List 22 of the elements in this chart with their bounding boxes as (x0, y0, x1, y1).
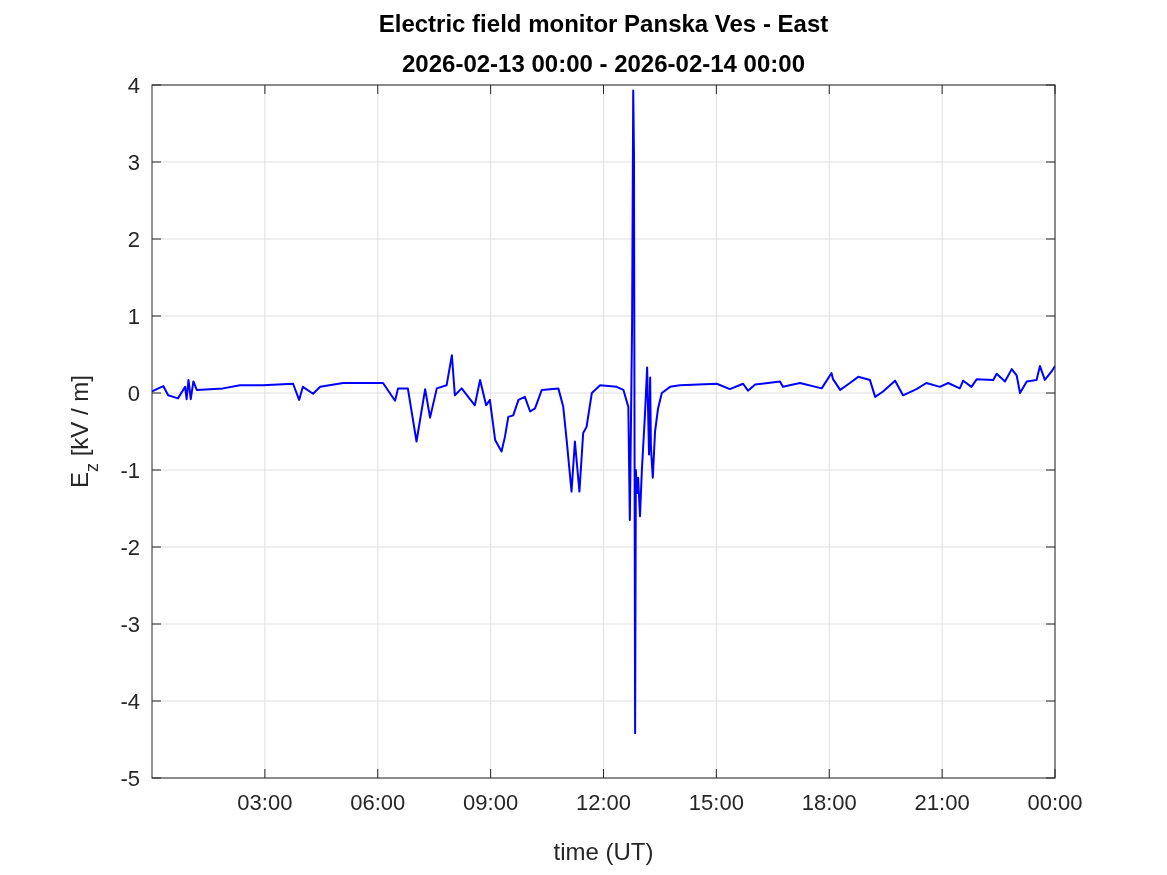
chart-subtitle: 2026-02-13 00:00 - 2026-02-14 00:00 (402, 50, 805, 77)
x-tick-label: 15:00 (688, 790, 744, 815)
y-tick-label: 1 (127, 304, 140, 329)
x-tick-label: 21:00 (914, 790, 970, 815)
y-tick-label: -3 (120, 612, 140, 637)
y-tick-label: 3 (127, 150, 140, 175)
line-series (152, 89, 1055, 735)
x-tick-label: 18:00 (801, 790, 857, 815)
y-tick-label: -1 (120, 458, 140, 483)
y-tick-label: 0 (127, 381, 140, 406)
y-tick-label: 2 (127, 227, 140, 252)
y-tick-label: -5 (120, 766, 140, 791)
y-tick-label: 4 (127, 73, 140, 98)
y-tick-label: -2 (120, 535, 140, 560)
x-axis-title: time (UT) (553, 838, 654, 865)
chart-title: Electric field monitor Panska Ves - East (378, 10, 829, 37)
x-tick-label: 06:00 (350, 790, 406, 815)
x-tick-label: 09:00 (463, 790, 519, 815)
y-tick-label: -4 (120, 689, 140, 714)
x-tick-label: 00:00 (1027, 790, 1083, 815)
x-tick-label: 12:00 (575, 790, 632, 815)
x-tick-label: 03:00 (237, 790, 293, 815)
